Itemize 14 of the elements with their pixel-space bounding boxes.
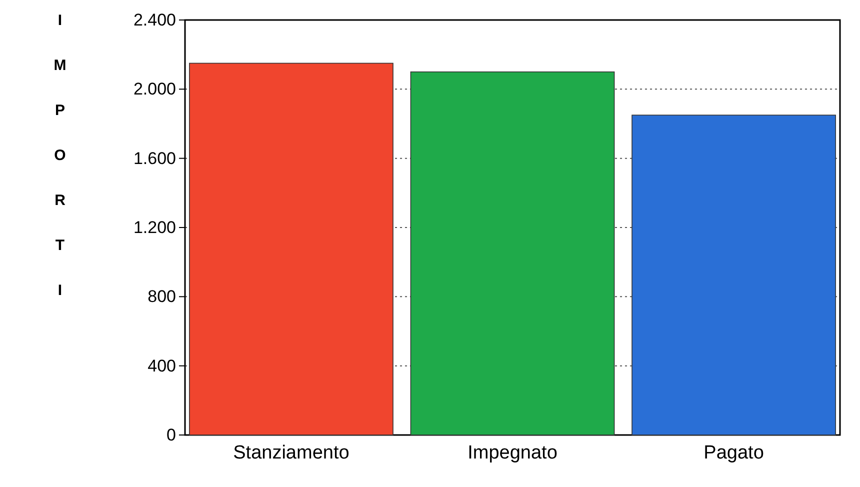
text: IMPORTI [54,12,66,299]
y-tick-label: 1.200 [133,218,176,237]
y-tick-label: 1.600 [133,148,176,168]
bar [632,114,836,436]
y-tick-label: 2.000 [133,80,176,99]
x-tick-label: Stanziamento [233,442,350,464]
x-tick-label: Impegnato [468,442,558,464]
bar [410,71,615,436]
y-tick-label: 0 [166,425,176,444]
y-tick-label: 2.400 [133,10,176,30]
bar [189,62,394,436]
x-tick-label: Pagato [704,442,764,464]
y-tick-label: 400 [148,356,176,376]
y-tick-label: 800 [148,287,176,306]
